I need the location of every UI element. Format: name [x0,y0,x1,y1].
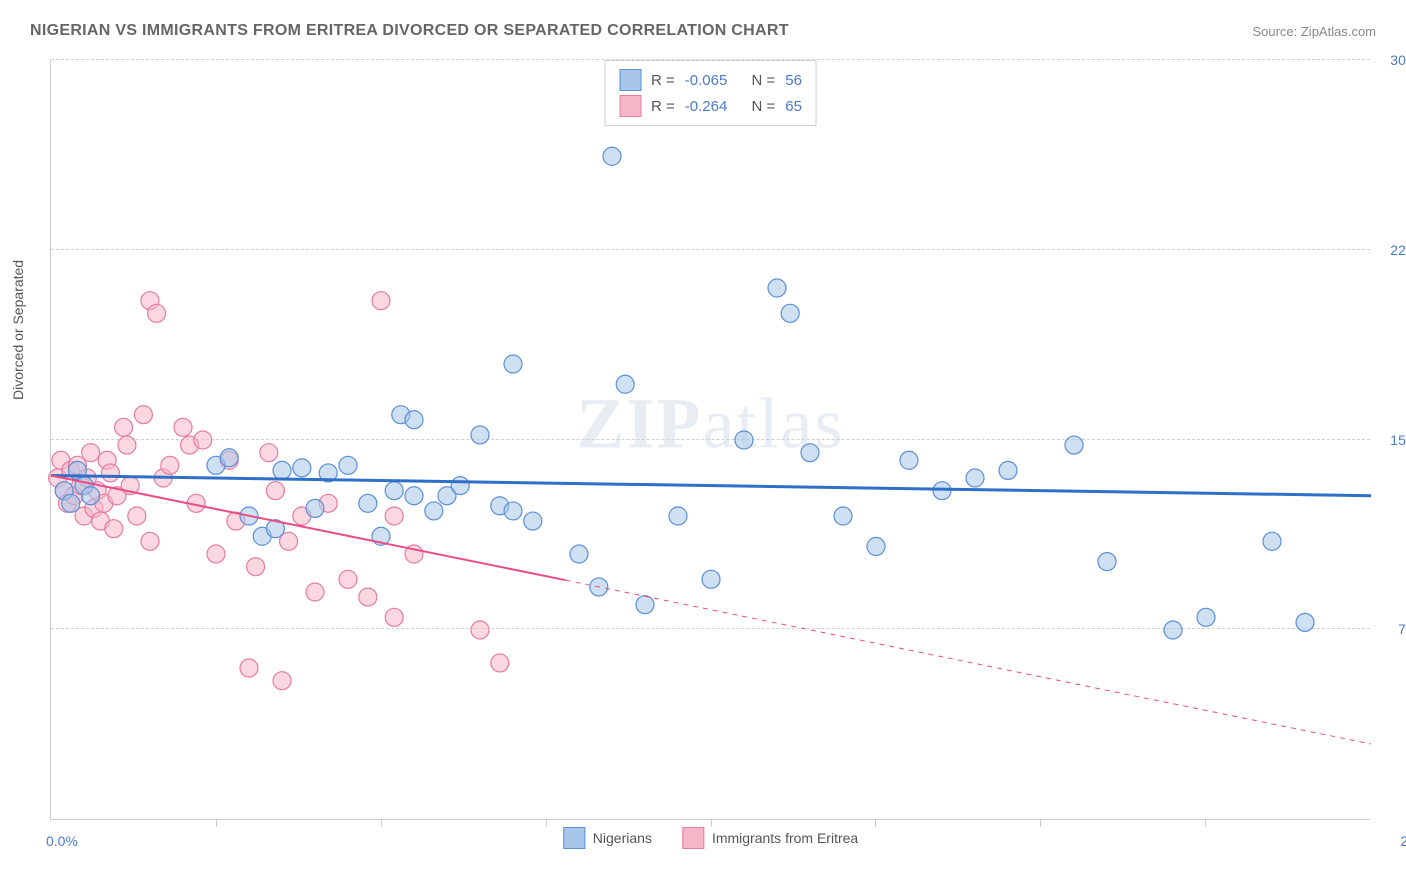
x-axis-max-label: 20.0% [1400,833,1406,849]
swatch-series1 [619,69,641,91]
legend-label-series2: Immigrants from Eritrea [712,830,858,846]
n-value-series1: 56 [785,72,802,89]
r-label: R = [651,72,675,89]
swatch-series2 [619,95,641,117]
chart-plot-area: ZIPatlas 7.5%15.0%22.5%30.0% 0.0% 20.0% … [50,60,1370,820]
chart-title: NIGERIAN VS IMMIGRANTS FROM ERITREA DIVO… [30,22,789,40]
n-value-series2: 65 [785,98,802,115]
y-axis-label: Divorced or Separated [10,260,26,400]
n-label: N = [752,72,776,89]
r-label: R = [651,98,675,115]
x-axis-min-label: 0.0% [46,833,78,849]
n-label: N = [752,98,776,115]
legend-label-series1: Nigerians [593,830,652,846]
swatch-series2-bottom [682,827,704,849]
legend-bottom: Nigerians Immigrants from Eritrea [563,827,858,849]
stats-row-series2: R = -0.264 N = 65 [619,93,802,119]
legend-item-series2: Immigrants from Eritrea [682,827,858,849]
legend-item-series1: Nigerians [563,827,652,849]
stats-row-series1: R = -0.065 N = 56 [619,67,802,93]
source-attribution: Source: ZipAtlas.com [1252,24,1376,39]
r-value-series1: -0.065 [685,72,728,89]
swatch-series1-bottom [563,827,585,849]
scatter-plot-svg [51,60,1370,819]
stats-legend-top: R = -0.065 N = 56 R = -0.264 N = 65 [604,60,817,126]
r-value-series2: -0.264 [685,98,728,115]
